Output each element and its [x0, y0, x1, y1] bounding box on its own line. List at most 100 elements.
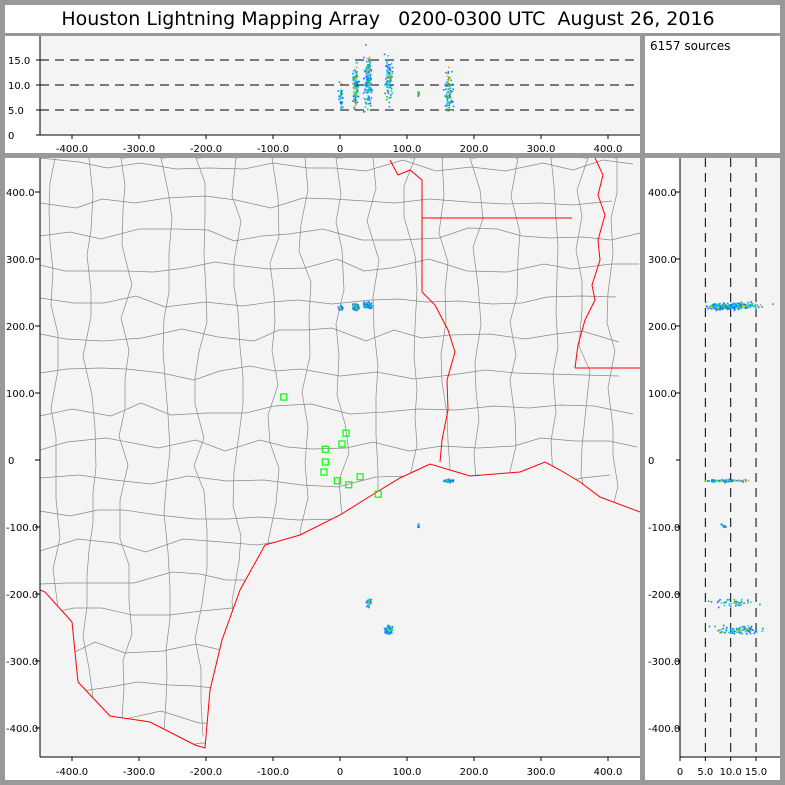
source-point: [447, 75, 450, 78]
source-point: [736, 307, 738, 310]
source-point: [388, 101, 391, 104]
source-point: [715, 305, 717, 307]
source-point: [364, 81, 367, 84]
source-point: [447, 101, 450, 103]
source-point: [732, 303, 734, 306]
source-point: [732, 304, 734, 307]
source-point: [750, 601, 752, 604]
source-point: [339, 95, 342, 98]
source-point: [711, 304, 714, 307]
source-point: [736, 628, 738, 631]
source-point: [740, 629, 743, 632]
source-point: [748, 631, 751, 633]
source-point: [354, 70, 357, 73]
county-line: [118, 158, 133, 744]
source-point: [725, 307, 727, 310]
source-point: [366, 74, 369, 77]
source-point: [748, 305, 750, 308]
map-plot-area: [40, 158, 640, 757]
source-point: [719, 306, 722, 308]
source-count-box: [645, 36, 780, 153]
source-point: [368, 90, 371, 92]
source-point: [450, 99, 453, 102]
source-point: [363, 69, 366, 72]
source-point: [365, 44, 367, 46]
y-tick-label: -100.0: [648, 523, 680, 534]
source-point: [363, 303, 365, 305]
source-point: [445, 83, 448, 86]
source-point: [707, 307, 709, 310]
source-point: [718, 600, 720, 602]
source-point: [448, 106, 451, 109]
source-point: [385, 78, 387, 80]
source-point: [356, 81, 359, 83]
x-tick-label: 300.0: [527, 144, 556, 155]
source-point: [722, 302, 725, 304]
source-point: [736, 303, 739, 306]
source-point: [384, 83, 386, 86]
county-line: [40, 327, 620, 343]
source-point: [365, 68, 367, 70]
source-point: [726, 302, 729, 305]
source-point: [741, 305, 744, 307]
source-point: [734, 479, 737, 482]
source-point: [705, 305, 708, 307]
source-point: [357, 306, 360, 308]
source-point: [389, 63, 391, 66]
source-point: [365, 305, 367, 308]
source-point: [387, 627, 389, 629]
source-point: [747, 600, 749, 603]
source-point: [384, 630, 386, 632]
source-point: [746, 305, 748, 307]
source-point: [388, 73, 391, 76]
source-point: [446, 85, 449, 88]
source-point: [386, 630, 388, 633]
source-point: [370, 97, 373, 99]
source-point: [387, 66, 389, 69]
source-point: [447, 84, 450, 87]
source-point: [387, 90, 389, 92]
source-point: [448, 85, 450, 88]
source-point: [447, 70, 450, 73]
source-point: [365, 72, 368, 75]
y-tick-label: 5.0: [8, 106, 24, 117]
source-point: [389, 66, 391, 69]
source-point: [366, 84, 368, 87]
source-point: [385, 98, 388, 101]
source-point: [717, 307, 720, 310]
source-point: [370, 82, 372, 84]
source-point: [367, 604, 369, 607]
source-point: [355, 85, 357, 88]
source-point: [739, 628, 742, 631]
source-point: [736, 628, 739, 631]
source-point: [722, 525, 725, 527]
source-point: [725, 526, 727, 528]
source-point: [446, 88, 448, 91]
source-point: [386, 61, 388, 64]
source-point: [447, 110, 450, 113]
source-point: [352, 82, 354, 85]
county-line: [40, 258, 639, 273]
source-point: [729, 632, 732, 634]
source-point: [743, 628, 745, 630]
source-point: [445, 81, 448, 84]
source-point: [738, 479, 741, 482]
source-point: [446, 100, 449, 103]
source-point: [389, 631, 392, 634]
source-point: [747, 602, 749, 604]
source-point: [449, 89, 451, 92]
x-tick-label: 0: [677, 767, 683, 778]
source-point: [342, 106, 344, 109]
source-point: [734, 303, 737, 305]
source-point: [451, 479, 453, 482]
source-point: [736, 306, 739, 309]
source-point: [354, 80, 357, 83]
source-point: [724, 303, 727, 306]
source-point: [445, 88, 447, 91]
source-point: [750, 301, 752, 303]
source-point: [711, 479, 714, 481]
source-point: [737, 304, 740, 306]
source-point: [446, 75, 449, 77]
source-point: [354, 309, 357, 312]
source-point: [370, 91, 373, 93]
